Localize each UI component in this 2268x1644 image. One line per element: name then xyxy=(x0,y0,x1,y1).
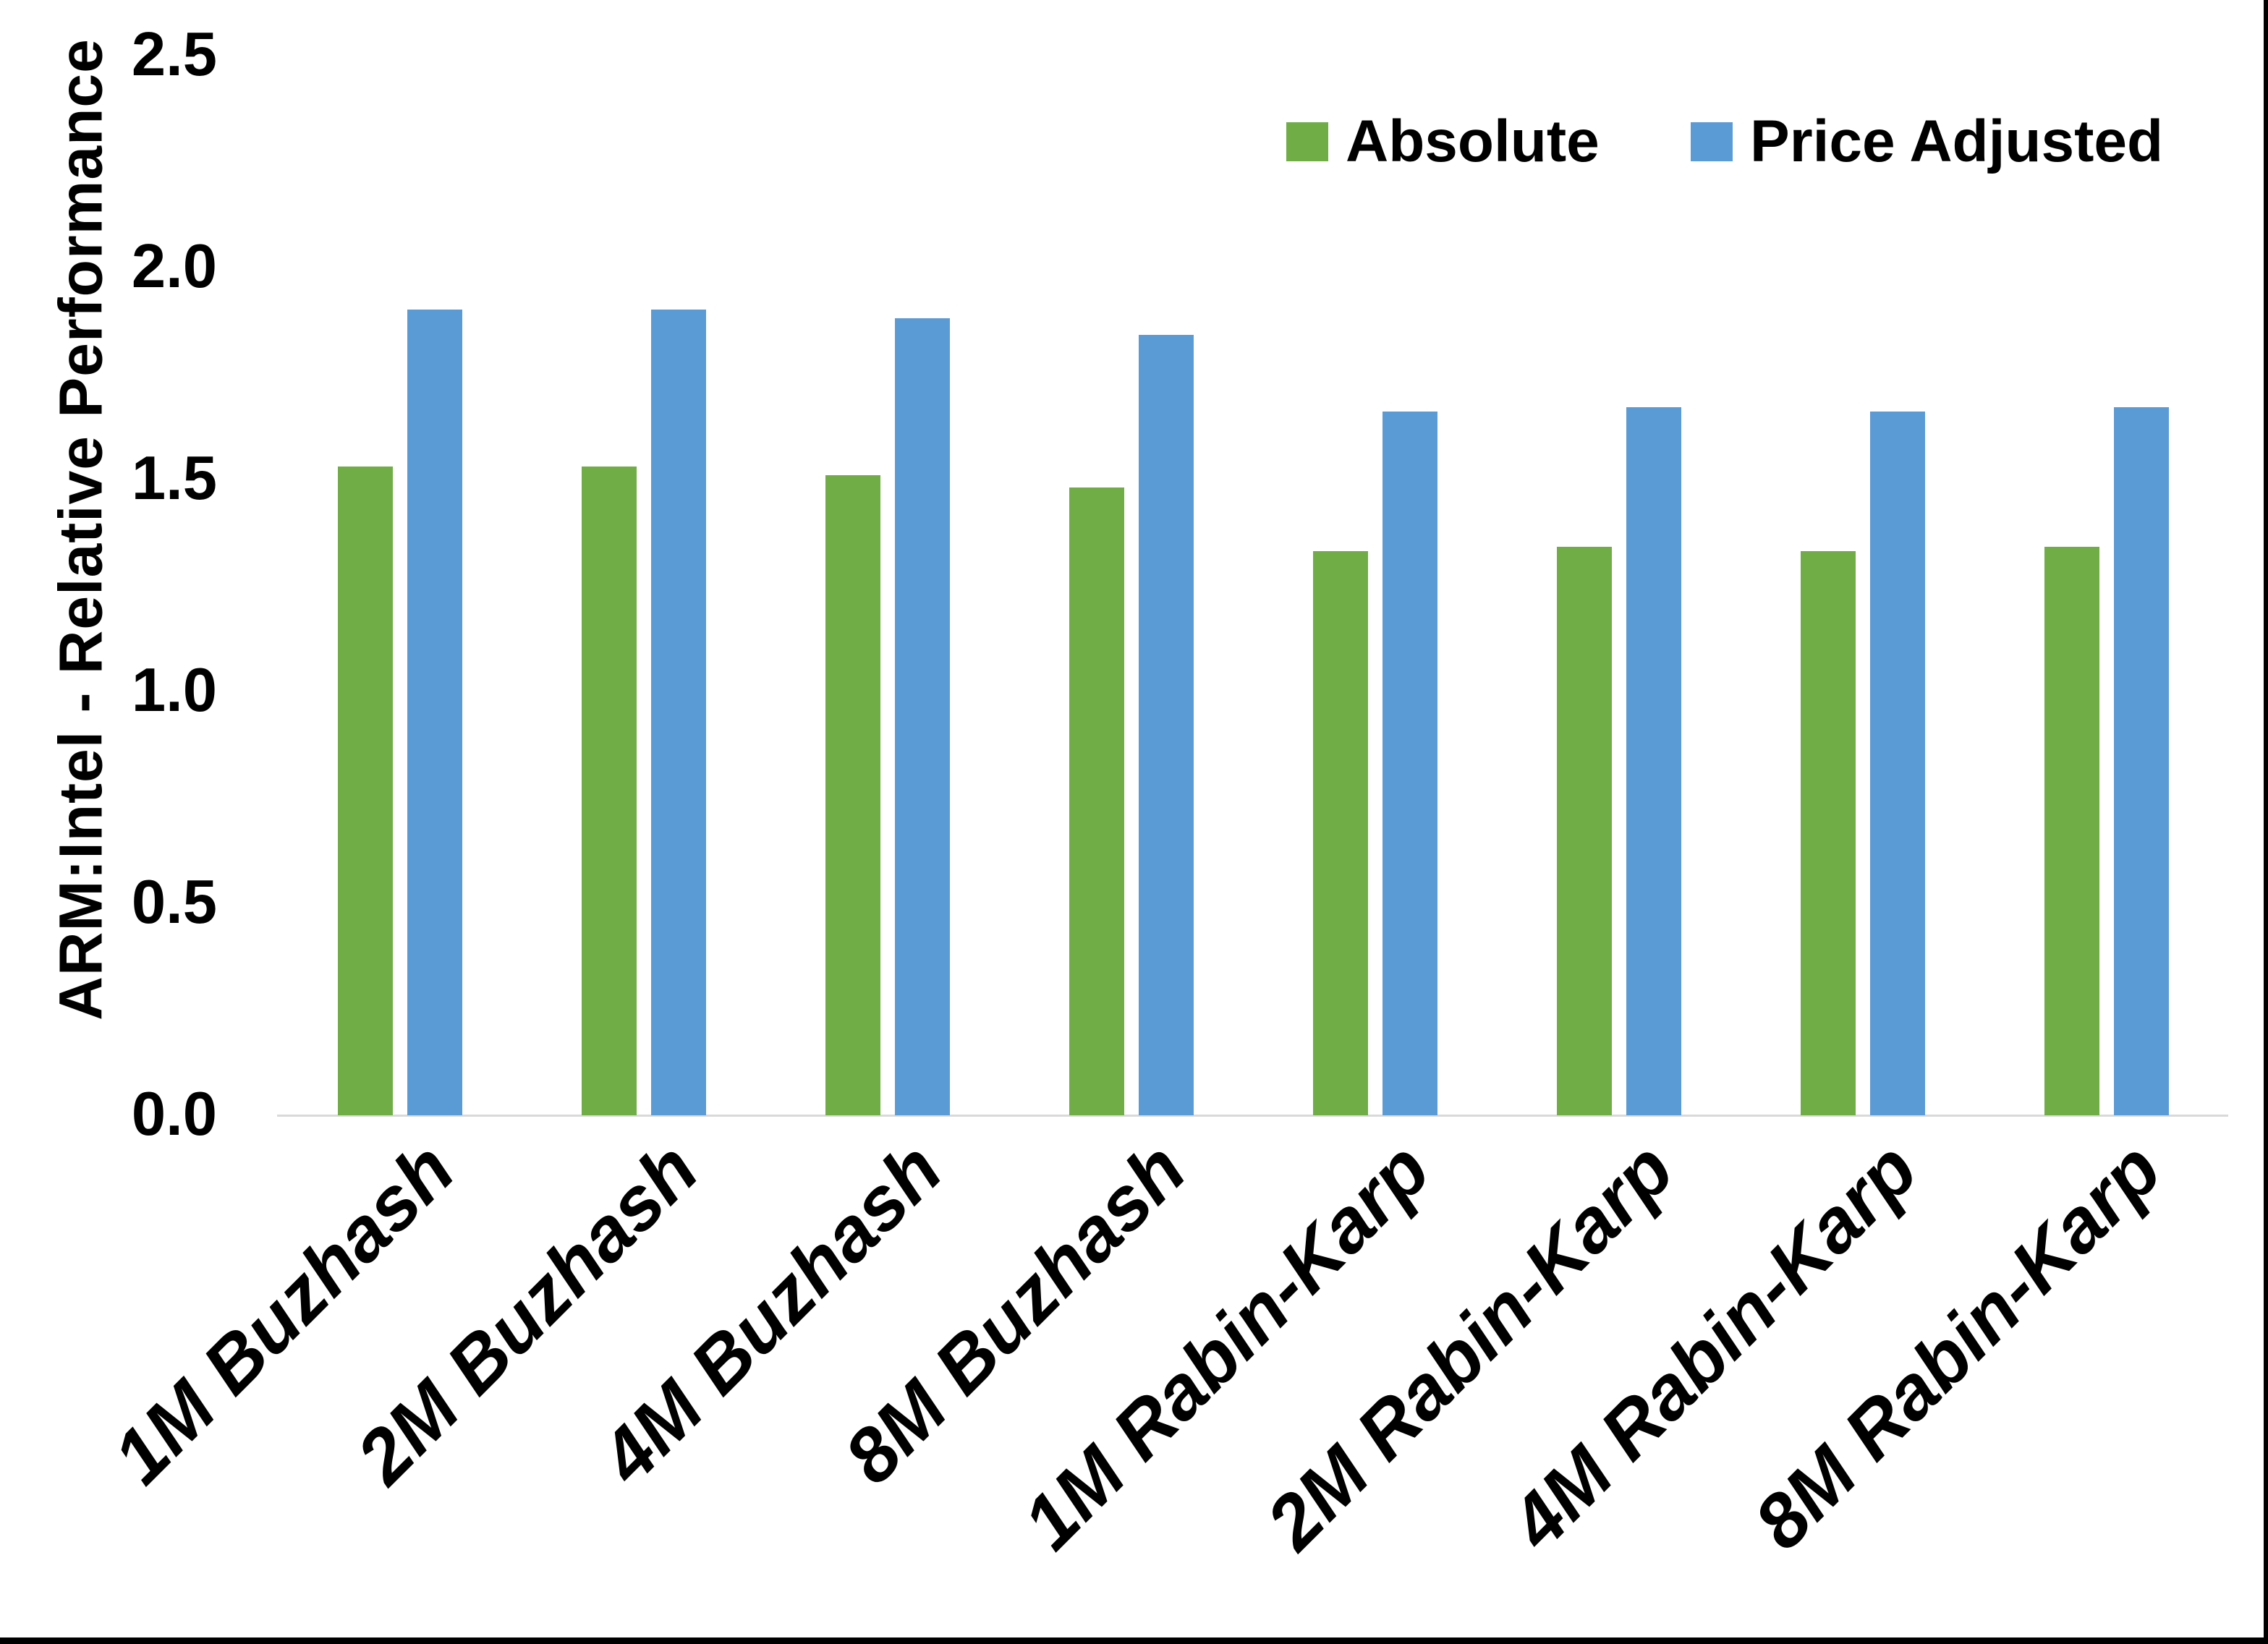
legend-label-absolute: Absolute xyxy=(1346,108,1600,174)
legend-swatch-absolute xyxy=(1286,122,1328,161)
bar-absolute-2m-buzhash xyxy=(582,467,637,1115)
bar-price-adjusted-1m-buzhash xyxy=(407,310,462,1115)
y-tick-label-2.5: 2.5 xyxy=(131,20,217,89)
bar-absolute-1m-buzhash xyxy=(338,467,393,1115)
x-axis-line xyxy=(277,1115,2228,1117)
bar-price-adjusted-1m-rabin-karp xyxy=(1383,412,1437,1115)
bar-absolute-4m-buzhash xyxy=(825,475,880,1115)
bar-price-adjusted-8m-rabin-karp xyxy=(2114,407,2169,1115)
y-tick-label-0.5: 0.5 xyxy=(131,867,217,937)
bar-price-adjusted-2m-buzhash xyxy=(651,310,706,1115)
legend-swatch-price-adjusted xyxy=(1691,122,1733,161)
legend: Absolute Price Adjusted xyxy=(0,112,2264,171)
bar-price-adjusted-2m-rabin-karp xyxy=(1626,407,1681,1115)
bar-absolute-8m-rabin-karp xyxy=(2044,547,2099,1115)
bar-price-adjusted-4m-buzhash xyxy=(895,318,950,1115)
bar-absolute-1m-rabin-karp xyxy=(1313,551,1368,1115)
y-tick-label-0.0: 0.0 xyxy=(131,1079,217,1149)
bar-absolute-8m-buzhash xyxy=(1069,487,1124,1115)
y-tick-label-2.0: 2.0 xyxy=(131,231,217,301)
y-tick-label-1.5: 1.5 xyxy=(131,443,217,513)
y-tick-label-1.0: 1.0 xyxy=(131,655,217,725)
legend-item-price-adjusted: Price Adjusted xyxy=(1691,112,2163,171)
bar-price-adjusted-4m-rabin-karp xyxy=(1870,412,1925,1115)
bar-price-adjusted-8m-buzhash xyxy=(1139,335,1194,1115)
legend-label-price-adjusted: Price Adjusted xyxy=(1750,108,2164,174)
bar-absolute-2m-rabin-karp xyxy=(1557,547,1612,1115)
bar-absolute-4m-rabin-karp xyxy=(1801,551,1856,1115)
legend-item-absolute: Absolute xyxy=(1286,112,1600,171)
